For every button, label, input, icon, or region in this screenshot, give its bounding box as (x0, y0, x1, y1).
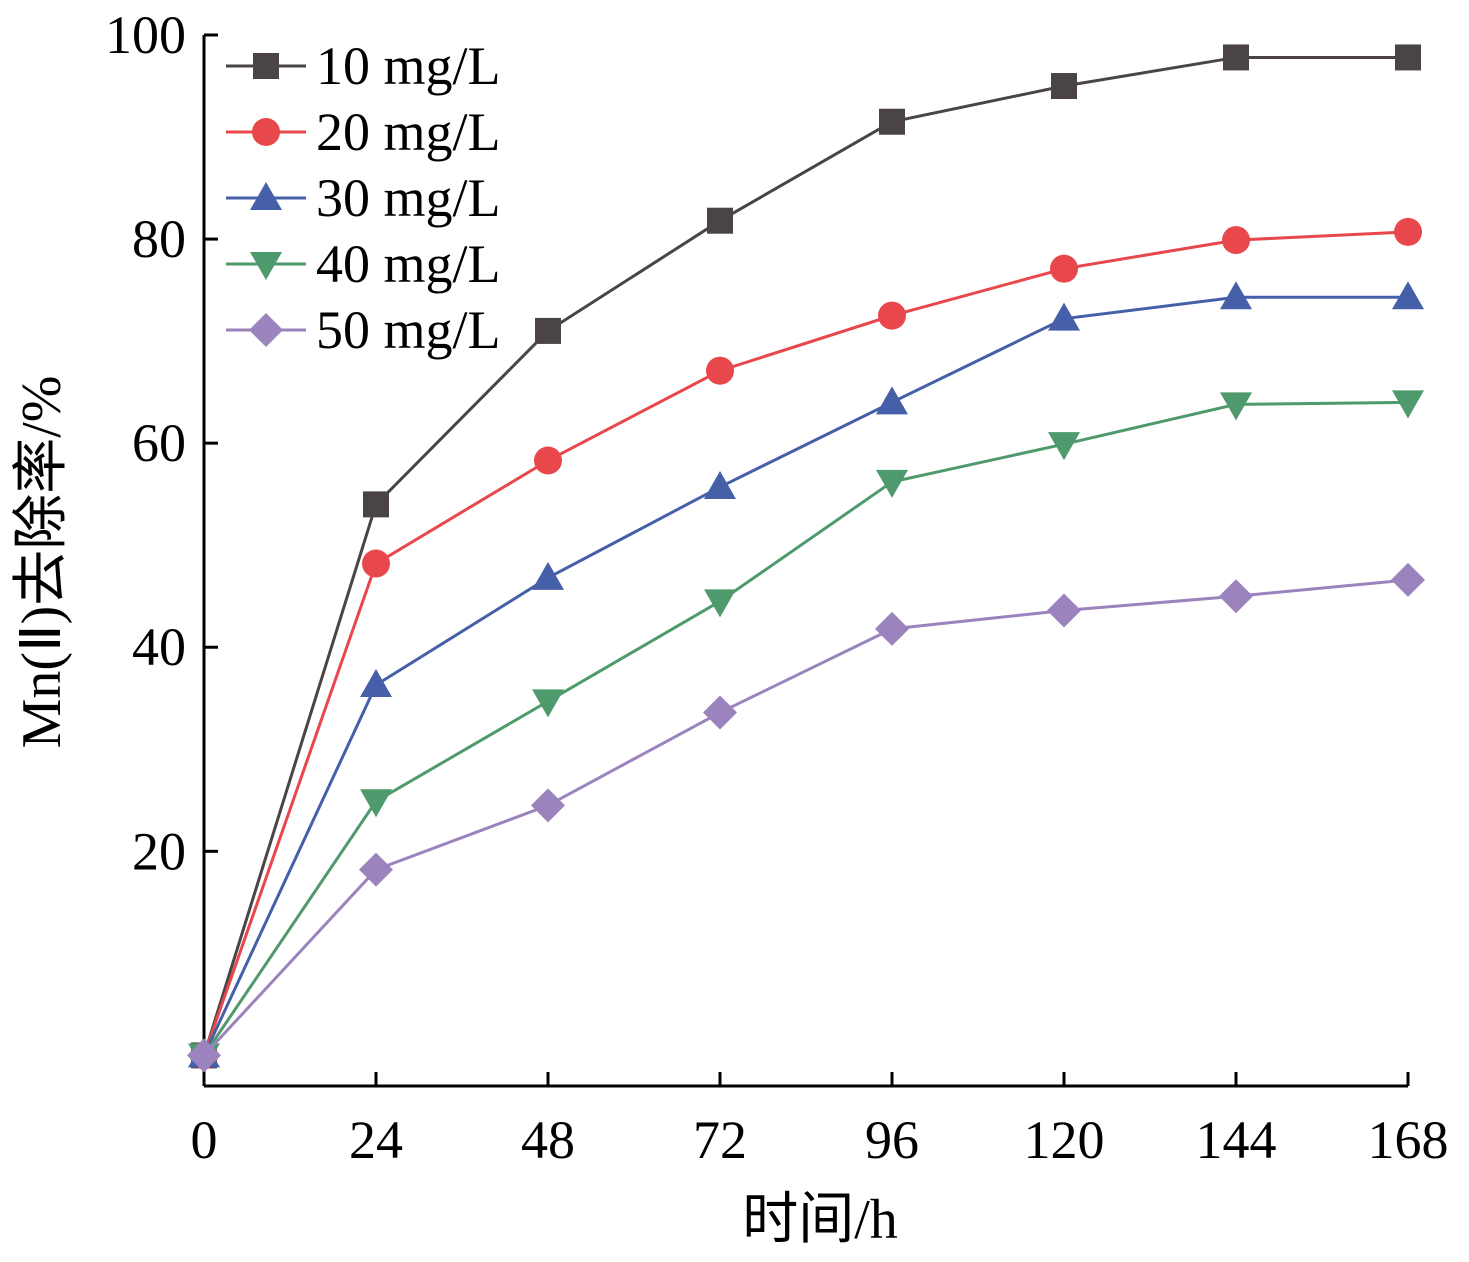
series-group (187, 44, 1425, 1073)
data-point (534, 446, 562, 475)
data-point (363, 491, 389, 518)
x-tick-label: 120 (1024, 1110, 1105, 1170)
legend-label: 10 mg/L (316, 36, 501, 96)
x-tick-label: 24 (349, 1110, 403, 1170)
y-tick-label: 20 (132, 821, 186, 881)
data-point (249, 313, 283, 347)
x-tick-label: 0 (191, 1110, 218, 1170)
data-point (250, 182, 282, 210)
data-point (531, 788, 565, 823)
data-point (362, 549, 390, 578)
legend-item-1: 10 mg/L (226, 36, 501, 96)
data-point (532, 689, 564, 718)
x-tick-label: 168 (1368, 1110, 1449, 1170)
x-tick-label: 48 (521, 1110, 575, 1170)
y-tick-label: 100 (105, 5, 186, 65)
data-point (1392, 281, 1424, 310)
y-tick-label: 40 (132, 617, 186, 677)
y-tick-label: 80 (132, 209, 186, 269)
data-point (1050, 254, 1078, 283)
data-point (532, 561, 564, 590)
data-point (1223, 44, 1249, 71)
data-point (706, 356, 734, 385)
data-point (875, 611, 909, 646)
data-point (1047, 593, 1081, 628)
data-point (1051, 73, 1077, 100)
legend-label: 50 mg/L (316, 300, 501, 360)
data-point (360, 789, 392, 818)
data-point (1048, 432, 1080, 461)
data-point (253, 53, 279, 79)
data-point (1395, 44, 1421, 71)
data-point (250, 252, 282, 280)
axes: 0 24 48 72 96 120 144 168 20 40 60 80 100 (105, 5, 1449, 1170)
series-line (202, 578, 1409, 1057)
x-axis-title: 时间/h (742, 1189, 898, 1251)
data-point (704, 589, 736, 618)
data-point (1394, 217, 1422, 246)
data-point (1222, 226, 1250, 255)
x-tick-label: 96 (865, 1110, 919, 1170)
data-point (1219, 579, 1253, 614)
series-line (202, 295, 1408, 1057)
data-point (535, 317, 561, 344)
y-axis-title: Mn(Ⅱ)去除率/% (11, 376, 73, 749)
legend-item-3: 30 mg/L (226, 168, 501, 228)
legend-label: 40 mg/L (316, 234, 501, 294)
data-point (1220, 281, 1252, 310)
series-line (202, 230, 1409, 1056)
legend-item-2: 20 mg/L (226, 102, 501, 162)
legend-item-4: 40 mg/L (226, 234, 501, 294)
series-5 (187, 562, 1425, 1073)
data-point (360, 668, 392, 697)
data-point (879, 108, 905, 135)
data-point (703, 695, 737, 730)
legend-label: 20 mg/L (316, 102, 501, 162)
data-point (359, 852, 393, 887)
data-point (1220, 392, 1252, 421)
data-point (187, 1038, 221, 1073)
x-tick-label: 144 (1196, 1110, 1277, 1170)
data-point (876, 469, 908, 498)
legend-item-5: 50 mg/L (226, 300, 501, 360)
data-point (252, 118, 280, 146)
data-point (1392, 390, 1424, 419)
series-line (202, 400, 1409, 1057)
series-line (202, 55, 1408, 1056)
legend-label: 30 mg/L (316, 168, 501, 228)
legend: 10 mg/L20 mg/L30 mg/L40 mg/L50 mg/L (226, 36, 501, 360)
data-point (876, 386, 908, 415)
data-point (1391, 562, 1425, 597)
data-point (704, 471, 736, 500)
x-tick-label: 72 (693, 1110, 747, 1170)
data-point (1048, 302, 1080, 331)
data-point (707, 207, 733, 234)
series-3 (188, 281, 1424, 1068)
y-tick-label: 60 (132, 413, 186, 473)
data-point (878, 301, 906, 330)
